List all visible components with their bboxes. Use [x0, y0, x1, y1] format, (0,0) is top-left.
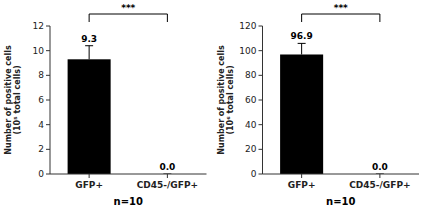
y-tick-label: 6 — [38, 95, 44, 105]
y-axis — [262, 26, 263, 174]
x-tick-label: CD45-/GFP+ — [137, 180, 198, 190]
error-cap — [85, 45, 93, 46]
y-tick — [46, 174, 50, 175]
y-axis — [50, 26, 51, 174]
significance-label: *** — [121, 3, 135, 13]
y-axis-label-line: (10⁵ total cells) — [13, 65, 22, 134]
y-tick-label: 60 — [245, 95, 257, 105]
x-tick — [379, 174, 380, 178]
x-tick — [301, 174, 302, 178]
bracket-line — [302, 14, 380, 22]
y-tick — [46, 149, 50, 150]
x-tick-label: GFP+ — [288, 180, 316, 190]
x-tick-label: GFP+ — [75, 180, 103, 190]
marks — [280, 43, 384, 174]
x-tick — [89, 174, 90, 178]
y-axis-label-line: (10⁶ total cells) — [226, 65, 235, 134]
data-label: 96.9 — [291, 31, 313, 41]
error-line — [301, 43, 302, 54]
y-tick — [46, 100, 50, 101]
y-tick — [259, 149, 263, 150]
y-tick — [46, 50, 50, 51]
y-tick — [259, 26, 263, 27]
significance-bracket: *** — [302, 3, 380, 22]
x-tick — [167, 174, 168, 178]
data-label: 0.0 — [159, 162, 175, 172]
panel: 0 2 4 6 8 10 12 GFP+ CD45-/GFP+ 9.3 0.0 *** n=10 Numb… — [4, 3, 207, 207]
y-tick — [259, 100, 263, 101]
y-tick-label: 8 — [38, 70, 44, 80]
y-tick-label: 0 — [251, 169, 257, 179]
x-axis — [263, 174, 420, 175]
y-tick — [46, 26, 50, 27]
y-tick-label: 120 — [239, 21, 256, 31]
y-tick-label: 12 — [33, 21, 44, 31]
panel: 0 20 40 60 80 100 120 GFP+ CD45-/GFP+ 96.9 0.0 *** n… — [217, 3, 420, 207]
significance-label: *** — [334, 3, 348, 13]
bracket-line — [89, 14, 167, 22]
y-tick-label: 4 — [38, 120, 44, 130]
significance-bracket: *** — [89, 3, 167, 22]
y-tick — [259, 174, 263, 175]
y-tick — [259, 50, 263, 51]
data-label: 9.3 — [81, 34, 97, 44]
x-tick-label: CD45-/GFP+ — [349, 180, 410, 190]
y-tick — [46, 75, 50, 76]
y-tick — [259, 124, 263, 125]
y-tick-label: 40 — [245, 120, 257, 130]
error-cap — [298, 43, 306, 44]
x-axis — [50, 174, 207, 175]
y-axis-label-line: Number of positive cells — [4, 45, 13, 155]
chart-root: 0 2 4 6 8 10 12 GFP+ CD45-/GFP+ 9.3 0.0 *** n=10 Numb… — [0, 0, 425, 214]
bar — [68, 59, 111, 174]
y-tick — [46, 124, 50, 125]
y-tick-label: 10 — [33, 46, 45, 56]
error-line — [89, 46, 90, 60]
y-axis-label-line: Number of positive cells — [217, 45, 226, 155]
y-tick-label: 80 — [245, 70, 257, 80]
y-tick — [259, 75, 263, 76]
y-tick-label: 20 — [245, 144, 257, 154]
bar — [280, 54, 323, 174]
n-label: n=10 — [326, 196, 355, 207]
n-label: n=10 — [114, 196, 143, 207]
y-axis-label: Number of positive cells(10⁵ total cells… — [4, 45, 22, 155]
error-bar — [298, 43, 306, 54]
y-tick-label: 2 — [38, 144, 44, 154]
y-axis-label: Number of positive cells(10⁶ total cells… — [217, 45, 235, 155]
marks — [68, 46, 172, 174]
y-tick-label: 0 — [38, 169, 44, 179]
y-tick-label: 100 — [239, 46, 256, 56]
error-bar — [85, 46, 93, 60]
data-label: 0.0 — [372, 162, 388, 172]
